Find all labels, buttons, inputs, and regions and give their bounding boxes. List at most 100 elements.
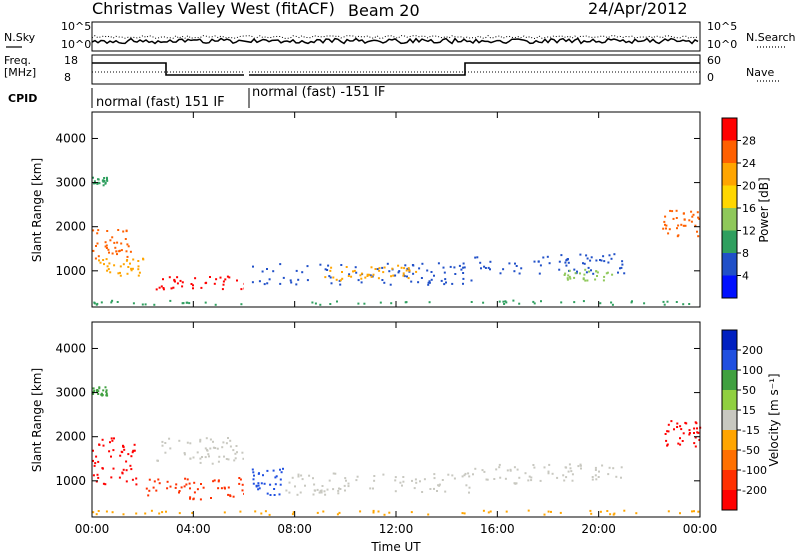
power-scatter-point <box>576 270 578 273</box>
power-scatter-point <box>170 287 173 290</box>
power-scatter-point <box>341 277 344 280</box>
power-scatter-point <box>504 300 507 303</box>
velocity-scatter-point <box>95 480 98 483</box>
power-scatter-point <box>393 274 396 277</box>
velocity-scatter-point <box>223 486 226 489</box>
velocity-scatter-point <box>239 510 242 513</box>
power-scatter-point <box>141 303 144 306</box>
velocity-scatter-point <box>322 510 325 513</box>
velocity-scatter-point <box>199 498 202 501</box>
velocity-scatter-point <box>299 491 302 494</box>
velocity-scatter-point <box>347 485 350 488</box>
power-scatter-point <box>546 255 549 258</box>
velocity-scatter-point <box>133 443 136 446</box>
power-scatter-point <box>502 268 505 271</box>
power-scatter-point <box>665 227 667 230</box>
velocity-scatter-point <box>339 488 342 490</box>
velocity-scatter-point <box>108 450 111 453</box>
power-scatter-point <box>162 288 165 291</box>
power-scatter-point <box>697 235 700 238</box>
velocity-scatter-point <box>532 464 535 466</box>
velocity-scatter-point <box>225 458 228 460</box>
power-scatter-point <box>663 220 666 223</box>
velocity-scatter-point <box>498 466 501 469</box>
freq-label: Freq. <box>4 54 31 67</box>
power-scatter-point <box>104 245 107 248</box>
velocity-scatter-point <box>164 442 167 444</box>
velocity-scatter-point <box>255 485 258 488</box>
velocity-scatter-point <box>481 469 484 472</box>
velocity-colorbar-tick-label: 200 <box>742 344 763 357</box>
velocity-scatter-point <box>292 511 295 514</box>
velocity-scatter-point <box>257 488 260 491</box>
velocity-scatter-point <box>332 472 335 475</box>
velocity-scatter-point <box>465 484 468 487</box>
velocity-scatter-point <box>199 438 202 441</box>
power-colorbar-cell <box>722 140 737 164</box>
velocity-scatter-point <box>102 389 105 392</box>
velocity-scatter-point <box>580 467 582 470</box>
power-scatter-point <box>240 288 243 291</box>
velocity-scatter-point <box>205 437 208 440</box>
power-scatter-point <box>397 264 400 267</box>
power-scatter-point <box>353 269 356 272</box>
velocity-scatter-point <box>174 486 177 489</box>
power-scatter-point <box>92 229 95 232</box>
velocity-scatter-point <box>155 489 158 492</box>
velocity-scatter-point <box>95 513 98 516</box>
power-scatter-point <box>96 232 99 235</box>
velocity-scatter-point <box>161 511 164 514</box>
velocity-scatter-point <box>394 490 397 493</box>
power-scatter-point <box>169 299 172 302</box>
velocity-scatter-point <box>209 447 212 450</box>
velocity-scatter-point <box>235 445 238 447</box>
velocity-scatter-point <box>257 482 260 485</box>
power-scatter-point <box>675 217 678 219</box>
noise-sky-trace <box>91 37 699 45</box>
power-scatter-point <box>350 275 353 278</box>
power-colorbar-cell <box>722 230 737 254</box>
power-scatter-point <box>368 273 371 276</box>
velocity-colorbar-tick-label: 15 <box>742 404 756 417</box>
velocity-scatter-point <box>232 495 235 498</box>
power-scatter-point <box>684 224 687 227</box>
velocity-scatter-point <box>273 488 276 490</box>
velocity-scatter-point <box>223 511 226 514</box>
velocity-scatter-point <box>527 509 530 512</box>
velocity-scatter-point <box>313 483 316 486</box>
power-scatter-point <box>584 268 587 271</box>
power-scatter-point <box>583 262 586 265</box>
power-scatter-point <box>370 275 373 278</box>
velocity-scatter-point <box>608 466 611 469</box>
velocity-scatter-point <box>681 440 684 442</box>
velocity-scatter-point <box>594 474 597 477</box>
power-x-axis <box>91 112 701 307</box>
power-scatter-point <box>610 257 613 260</box>
velocity-scatter-point <box>423 478 426 481</box>
power-scatter-point <box>126 243 129 246</box>
power-scatter-point <box>332 276 335 279</box>
power-scatter-point <box>664 215 667 218</box>
power-scatter-point <box>596 275 598 277</box>
velocity-scatter-point <box>105 390 108 393</box>
power-scatter-point <box>462 272 465 274</box>
velocity-scatter-point <box>238 482 241 485</box>
velocity-scatter-point <box>207 453 210 456</box>
velocity-scatter-point <box>670 420 673 423</box>
power-scatter-point <box>338 279 341 282</box>
power-scatter-point <box>690 210 693 213</box>
velocity-scatter-point <box>97 390 100 393</box>
velocity-scatter-point <box>530 479 533 482</box>
power-scatter-point <box>603 275 606 278</box>
power-scatter-point <box>109 271 112 274</box>
noise-sky-label: N.Sky <box>4 31 36 44</box>
power-scatter-point <box>675 209 678 212</box>
power-scatter-point <box>132 258 135 261</box>
velocity-scatter-point <box>569 467 572 470</box>
velocity-scatter-point <box>206 448 208 451</box>
velocity-scatter-point <box>334 472 337 475</box>
power-scatter-point <box>181 285 184 288</box>
power-scatter-point <box>427 281 430 284</box>
velocity-scatter-point <box>275 475 278 478</box>
